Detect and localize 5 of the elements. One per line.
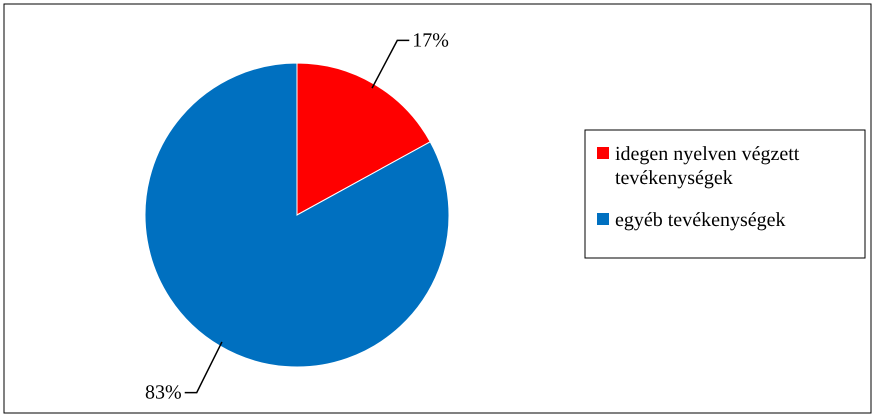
data-label: 83%: [145, 382, 182, 404]
pie-slice: [144, 62, 450, 368]
data-label: 17%: [412, 29, 449, 52]
legend-label: egyéb tevékenységek: [615, 209, 786, 231]
legend-label: idegen nyelven végzett tevékenységek: [615, 143, 800, 189]
